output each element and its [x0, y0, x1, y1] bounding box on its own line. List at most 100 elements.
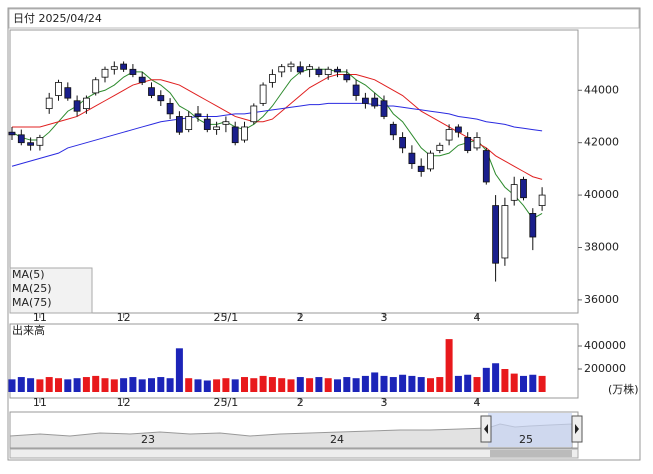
candle-body — [222, 121, 230, 125]
ma-line — [11, 102, 543, 167]
x-tick-label: 4 — [474, 396, 481, 409]
navigator-label: 25 — [519, 433, 533, 446]
volume-bar — [82, 377, 90, 392]
volume-bar — [343, 377, 351, 392]
volume-bar — [259, 375, 267, 392]
candle-body — [36, 137, 44, 146]
x-tick-label: 11 — [33, 396, 47, 409]
volume-bar — [110, 379, 118, 392]
volume-bar — [129, 377, 137, 392]
volume-bar — [445, 339, 453, 392]
candle-body — [538, 194, 546, 206]
candle-body — [380, 100, 388, 117]
candle-body — [203, 118, 211, 130]
candle-body — [92, 79, 100, 94]
volume-bar — [148, 378, 155, 392]
x-tick-label: 4 — [474, 311, 481, 324]
volume-bar — [352, 378, 360, 392]
scrollbar[interactable] — [9, 448, 579, 459]
candle-body — [334, 68, 341, 73]
candle-body — [55, 82, 62, 96]
candle-body — [482, 150, 490, 183]
candle-body — [529, 213, 537, 238]
volume-bar — [529, 374, 537, 392]
candle-body — [371, 97, 379, 107]
candle-body — [436, 144, 444, 151]
x-tick-label: 3 — [381, 396, 388, 409]
volume-bar — [324, 378, 332, 392]
scrollbar-thumb[interactable] — [490, 450, 572, 457]
candle-body — [520, 178, 527, 199]
candle-body — [185, 116, 193, 130]
handle-arrow — [484, 424, 488, 434]
candle-body — [306, 66, 314, 70]
y-tick-label: 36000 — [584, 293, 619, 306]
candle-body — [73, 100, 81, 112]
volume-bar — [538, 375, 546, 392]
candle-body — [427, 152, 434, 170]
candle-body — [110, 66, 118, 70]
volume-bar — [55, 378, 62, 392]
volume-title: 出来高 — [12, 323, 45, 337]
legend-box — [9, 267, 93, 314]
volume-bar — [8, 379, 16, 392]
candle-body — [157, 95, 165, 102]
handle-arrow — [575, 424, 579, 434]
candle-body — [361, 97, 369, 104]
y-tick-label: 42000 — [584, 136, 619, 149]
y-tick-label: 200000 — [584, 362, 626, 375]
volume-bar — [492, 363, 500, 392]
candle-body — [45, 97, 53, 110]
volume-bar — [64, 379, 72, 392]
volume-bar — [380, 375, 388, 392]
volume-bar — [389, 377, 397, 392]
candle-body — [120, 63, 127, 70]
volume-bar — [464, 374, 472, 392]
candle-body — [8, 131, 16, 136]
volume-bar — [371, 372, 379, 392]
volume-bar — [222, 378, 230, 392]
navigator-label: 24 — [330, 433, 344, 446]
y-tick-label: 38000 — [584, 240, 619, 253]
candle-body — [194, 113, 202, 117]
candle-body — [454, 126, 462, 133]
volume-bar — [306, 378, 314, 392]
candle-body — [287, 63, 295, 68]
volume-bar — [203, 380, 211, 392]
legend-entry: MA(25) — [12, 282, 52, 295]
candle-body — [268, 74, 276, 83]
navigator-window[interactable] — [488, 413, 572, 447]
candle-body — [278, 66, 286, 73]
volume-bar — [520, 375, 527, 392]
volume-bar — [361, 375, 369, 392]
candle-body — [17, 134, 25, 144]
legend-entry: MA(75) — [12, 296, 52, 309]
candle-body — [231, 126, 239, 144]
x-tick-label: 2 — [297, 396, 304, 409]
volume-bar — [334, 379, 341, 392]
volume-bar — [92, 375, 100, 392]
volume-bar — [185, 378, 193, 392]
candle-body — [408, 152, 416, 165]
volume-bar — [510, 373, 518, 392]
volume-panel — [9, 323, 579, 399]
volume-bar — [120, 378, 128, 392]
y-tick-label: 400000 — [584, 339, 626, 352]
volume-bar — [27, 378, 35, 392]
ma-line — [11, 68, 543, 220]
header-bar — [8, 8, 640, 29]
volume-bar — [482, 367, 490, 392]
volume-bar — [501, 369, 509, 392]
volume-bar — [231, 379, 239, 392]
volume-bar — [315, 377, 323, 392]
candle-body — [101, 68, 109, 78]
candle-body — [399, 137, 407, 149]
volume-bar — [268, 377, 276, 392]
candle-body — [166, 102, 174, 115]
x-tick-label: 12 — [117, 396, 131, 409]
volume-bar — [278, 378, 286, 392]
volume-bar — [73, 378, 81, 392]
candle-body — [27, 142, 35, 146]
candle-body — [501, 205, 509, 259]
volume-bar — [213, 379, 221, 392]
